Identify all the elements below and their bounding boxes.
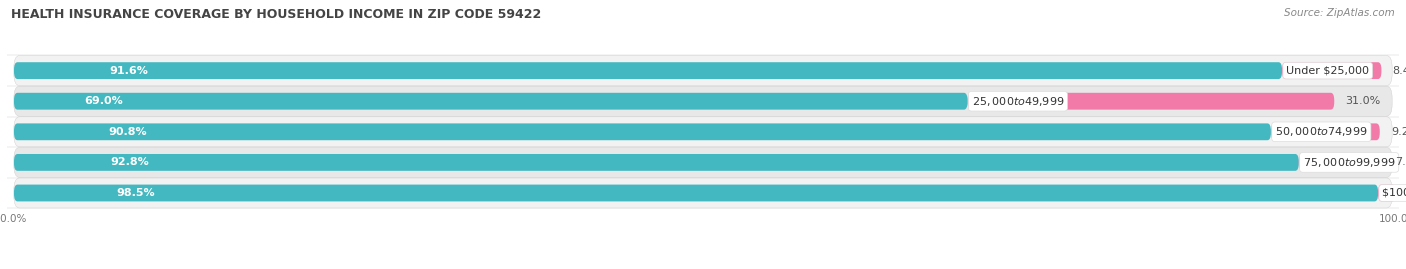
FancyBboxPatch shape [14, 154, 1299, 171]
FancyBboxPatch shape [967, 93, 1334, 110]
FancyBboxPatch shape [1271, 123, 1379, 140]
FancyBboxPatch shape [14, 147, 1392, 177]
FancyBboxPatch shape [14, 178, 1392, 208]
FancyBboxPatch shape [14, 123, 1271, 140]
FancyBboxPatch shape [1378, 185, 1396, 201]
Text: 90.8%: 90.8% [108, 127, 146, 137]
Text: 98.5%: 98.5% [117, 188, 155, 198]
FancyBboxPatch shape [14, 86, 1392, 116]
Text: Under $25,000: Under $25,000 [1286, 66, 1369, 76]
FancyBboxPatch shape [14, 93, 967, 110]
FancyBboxPatch shape [1299, 154, 1384, 171]
FancyBboxPatch shape [14, 117, 1392, 147]
FancyBboxPatch shape [1282, 62, 1382, 79]
Text: 7.2%: 7.2% [1395, 157, 1406, 167]
Text: 91.6%: 91.6% [110, 66, 148, 76]
Text: HEALTH INSURANCE COVERAGE BY HOUSEHOLD INCOME IN ZIP CODE 59422: HEALTH INSURANCE COVERAGE BY HOUSEHOLD I… [11, 8, 541, 21]
Text: $75,000 to $99,999: $75,000 to $99,999 [1303, 156, 1395, 169]
Text: $50,000 to $74,999: $50,000 to $74,999 [1275, 125, 1368, 138]
FancyBboxPatch shape [14, 56, 1392, 86]
Text: 31.0%: 31.0% [1346, 96, 1381, 106]
FancyBboxPatch shape [14, 62, 1282, 79]
Text: 8.4%: 8.4% [1392, 66, 1406, 76]
Text: $25,000 to $49,999: $25,000 to $49,999 [972, 95, 1064, 108]
Text: Source: ZipAtlas.com: Source: ZipAtlas.com [1284, 8, 1395, 18]
Text: $100,000 and over: $100,000 and over [1382, 188, 1406, 198]
Text: 9.2%: 9.2% [1391, 127, 1406, 137]
Text: 69.0%: 69.0% [84, 96, 122, 106]
FancyBboxPatch shape [14, 185, 1378, 201]
Text: 92.8%: 92.8% [110, 157, 149, 167]
